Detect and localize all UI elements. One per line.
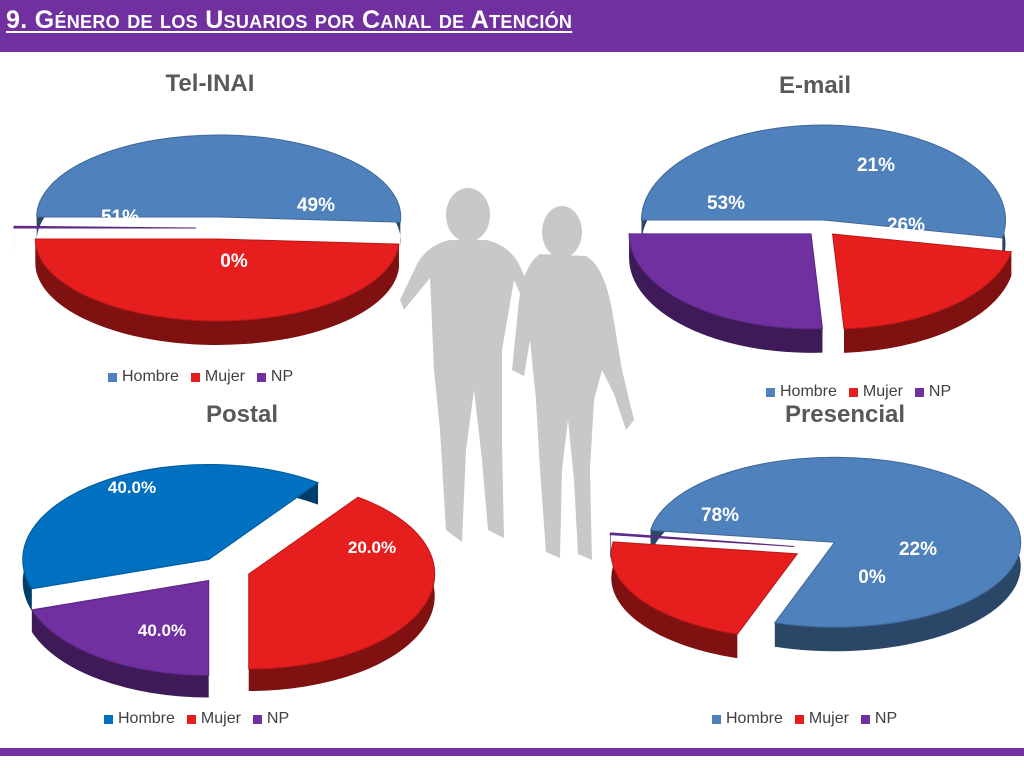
legend-presencial: Hombre Mujer NP — [712, 710, 897, 728]
data-label-hombre: 40.0% — [137, 621, 187, 640]
legend-swatch-mujer — [794, 714, 804, 724]
pie-slice-mujer — [832, 233, 1013, 330]
data-label-mujer: 21% — [856, 155, 896, 176]
legend-email: Hombre Mujer NP — [766, 383, 951, 401]
legend-item-mujer: Mujer — [848, 383, 903, 401]
data-label-np: 26% — [886, 215, 926, 236]
header-bar: 9. Género de los Usuarios por Canal de A… — [0, 0, 1024, 55]
legend-item-hombre: Hombre — [108, 368, 179, 386]
pie-slice-np — [628, 233, 824, 330]
data-label-hombre: 78% — [700, 505, 740, 526]
legend-postal: Hombre Mujer NP — [104, 710, 289, 728]
legend-swatch-np — [252, 714, 262, 724]
legend-swatch-hombre — [712, 714, 721, 724]
legend-item-mujer: Mujer — [186, 710, 241, 728]
pie-slice-mujer — [610, 541, 799, 635]
legend-swatch-hombre — [104, 714, 113, 724]
pie-slice-hombre — [641, 124, 1007, 239]
legend-label: NP — [266, 710, 290, 727]
data-label-hombre: 51% — [100, 207, 140, 228]
data-label-np: 0% — [220, 251, 248, 272]
data-label-np: 0% — [858, 567, 886, 588]
legend-item-hombre: Hombre — [712, 710, 783, 728]
pie-slice-np — [13, 225, 197, 229]
legend-swatch-mujer — [190, 372, 200, 382]
legend-item-mujer: Mujer — [794, 710, 849, 728]
couple-silhouette-image — [400, 188, 634, 560]
legend-label: Mujer — [204, 368, 245, 385]
legend-swatch-mujer — [186, 714, 196, 724]
legend-item-np: NP — [914, 383, 952, 401]
data-label-mujer: 49% — [296, 195, 336, 216]
legend-tel-inai: Hombre Mujer NP — [108, 368, 293, 386]
legend-label: Hombre — [118, 710, 175, 727]
pie-slice-np — [30, 579, 210, 677]
legend-item-np: NP — [252, 710, 290, 728]
legend-label: Hombre — [726, 710, 783, 727]
data-label-hombre: 53% — [706, 193, 746, 214]
legend-item-hombre: Hombre — [766, 383, 837, 401]
chart-title-postal: Postal — [205, 401, 279, 428]
legend-item-hombre: Hombre — [104, 710, 175, 728]
legend-swatch-mujer — [848, 387, 858, 397]
legend-label: Hombre — [122, 368, 179, 385]
data-label-mujer: 22% — [898, 539, 938, 560]
legend-swatch-hombre — [766, 387, 775, 397]
footer-bar — [0, 748, 1024, 756]
legend-item-np: NP — [256, 368, 294, 386]
chart-title-presencial: Presencial — [784, 401, 906, 428]
pie-slice-np — [609, 532, 795, 547]
legend-label: NP — [928, 383, 952, 400]
pie-slice-mujer — [248, 496, 436, 670]
pie-slice-hombre — [649, 456, 1022, 628]
pie-slice-mujer — [34, 238, 400, 322]
chart-title-email: E-mail — [778, 72, 852, 99]
page-title: 9. Género de los Usuarios por Canal de A… — [6, 6, 573, 34]
legend-label: Mujer — [862, 383, 903, 400]
legend-item-mujer: Mujer — [190, 368, 245, 386]
legend-label: Hombre — [780, 383, 837, 400]
legend-swatch-np — [914, 387, 924, 397]
data-label-np: 20.0% — [347, 538, 397, 557]
legend-item-np: NP — [860, 710, 898, 728]
chart-title-tel-inai: Tel-INAI — [165, 70, 255, 97]
legend-swatch-np — [256, 372, 266, 382]
legend-swatch-np — [860, 714, 870, 724]
legend-label: Mujer — [200, 710, 241, 727]
pie-slice-hombre — [36, 134, 402, 223]
legend-label: NP — [270, 368, 294, 385]
pie-slice-hombre — [22, 464, 320, 590]
legend-label: Mujer — [808, 710, 849, 727]
data-label-mujer: 40.0% — [107, 478, 157, 497]
legend-label: NP — [874, 710, 898, 727]
legend-swatch-hombre — [108, 372, 117, 382]
